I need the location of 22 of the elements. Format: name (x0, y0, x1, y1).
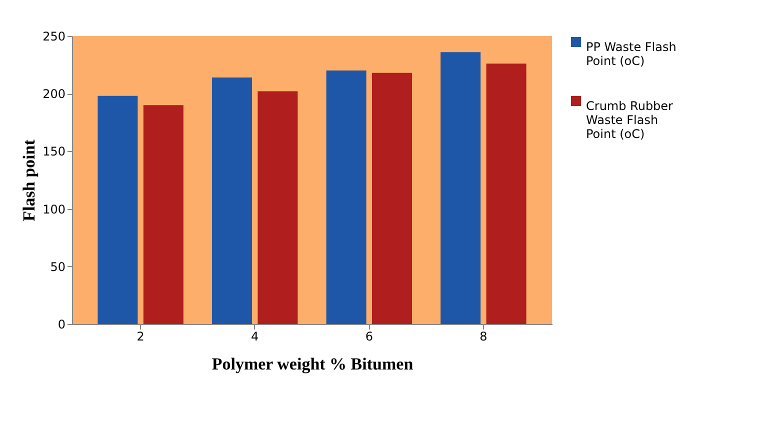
bar (372, 72, 412, 324)
bar (143, 105, 184, 324)
legend-label: PP Waste Flash Point (oC) (586, 40, 676, 68)
y-tick-label: 150 (42, 144, 66, 159)
bar (486, 64, 526, 324)
y-tick-label: 100 (42, 202, 66, 216)
y-tick-label: 50 (50, 260, 66, 274)
x-axis-title: Polymer weight % Bitumen (212, 354, 414, 374)
x-tick-label: 4 (251, 330, 259, 344)
bar (212, 77, 252, 324)
bar (258, 91, 298, 324)
bar (326, 70, 366, 324)
bar (440, 52, 481, 324)
y-axis-title: Flash point (20, 139, 39, 222)
y-tick-label: 0 (58, 318, 66, 332)
y-tick-label: 200 (42, 87, 66, 102)
y-tick-label: 250 (42, 30, 66, 44)
legend-label: Crumb Rubber Waste Flash Point (oC) (586, 99, 674, 141)
x-tick-label: 8 (480, 330, 488, 344)
bar (98, 96, 138, 324)
x-tick-label: 6 (365, 330, 373, 344)
x-tick-label: 2 (136, 330, 144, 344)
